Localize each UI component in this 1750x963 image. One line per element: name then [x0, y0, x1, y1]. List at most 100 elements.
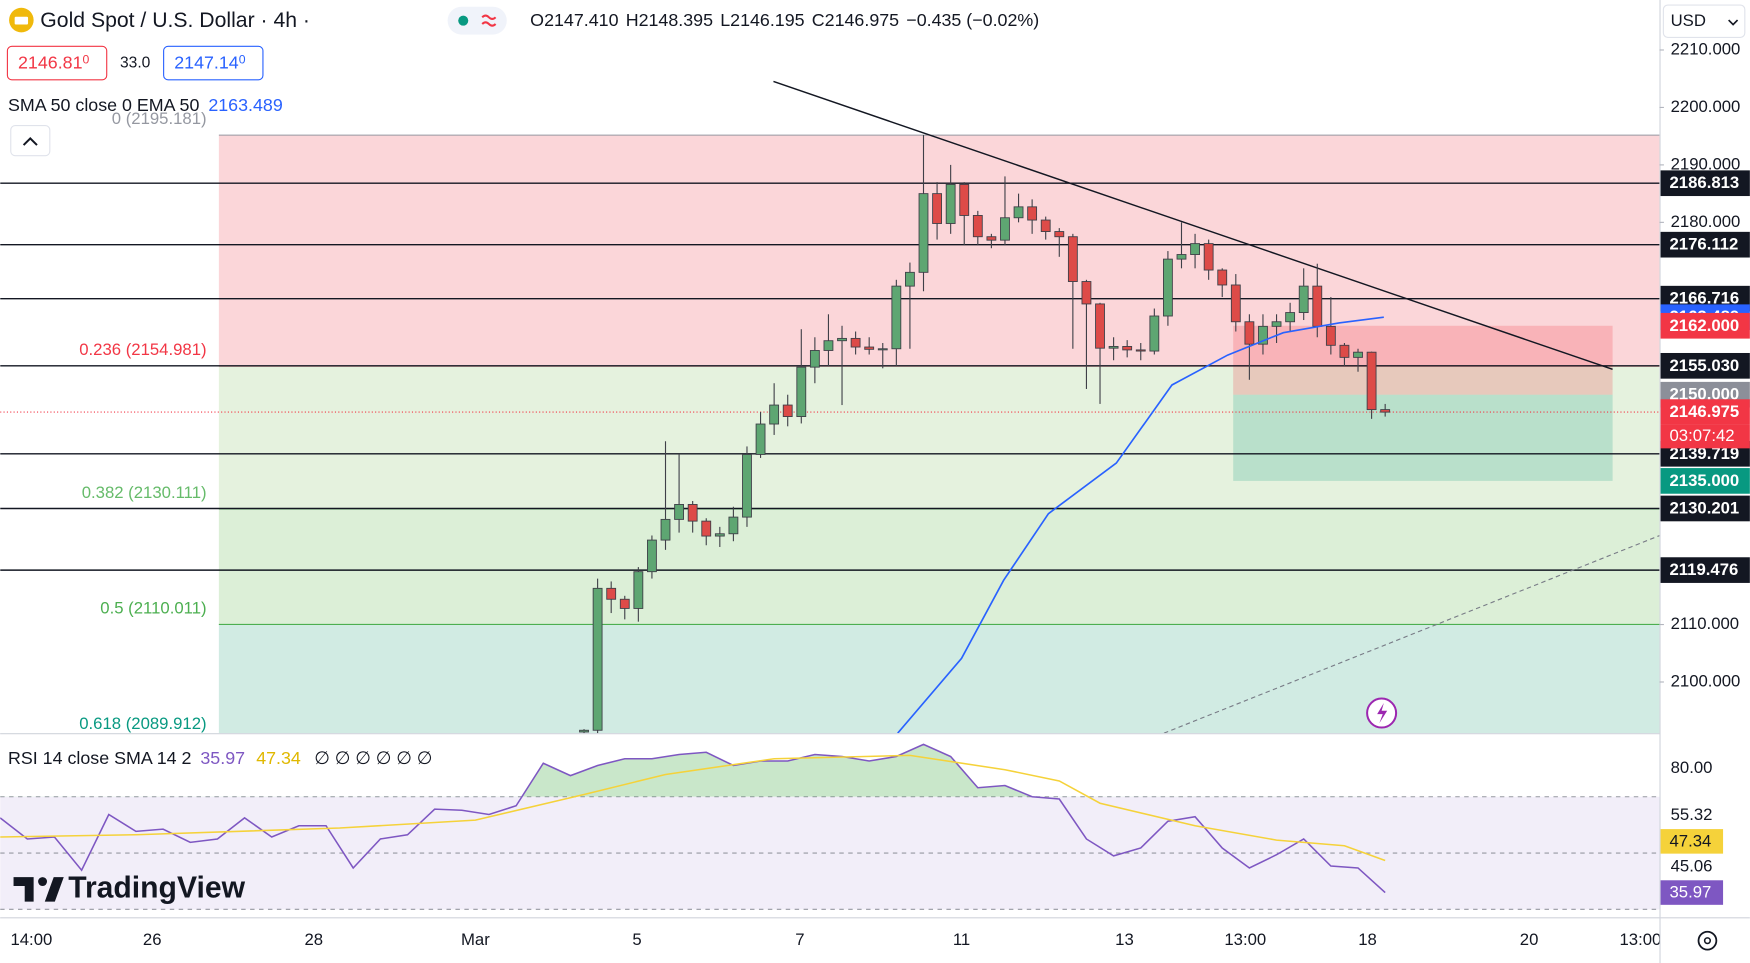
level-label-box — [1660, 170, 1750, 197]
logo-slash — [44, 877, 64, 902]
candle-body — [1135, 349, 1146, 352]
candle-body — [742, 454, 752, 518]
candle-body — [1122, 346, 1133, 351]
symbol-title[interactable]: Gold Spot / U.S. Dollar · 4h · — [40, 9, 310, 32]
candle-body — [633, 571, 644, 609]
alert-bolt — [1377, 703, 1388, 724]
ask-pip: 0 — [239, 52, 246, 66]
rsi-value-label: 47.34 — [1670, 831, 1712, 850]
level-label-box — [1660, 557, 1750, 583]
x-tick-label: 14:00 — [10, 930, 52, 949]
ohlc: O2147.410 H2148.395 L2146.195 C2146.975 … — [530, 10, 1039, 30]
x-tick-label: 13:00 — [1620, 930, 1662, 949]
candle-body — [1230, 284, 1241, 323]
rsi-value-label: 35.97 — [1670, 883, 1712, 902]
bid-main: 2146.81 — [18, 52, 83, 72]
time-axis: 14:00 26 28 Mar 5 7 11 13 13:00 18 20 13:00 — [10, 930, 1662, 949]
candle-body — [1380, 409, 1391, 413]
fib-zone — [218, 508, 1660, 625]
buy-button[interactable] — [163, 45, 264, 81]
rsi-value-box — [1660, 880, 1724, 905]
rsi-legend[interactable]: RSI 14 close SMA 14 2 35.97 47.34 ∅ ∅ ∅ ∅ ∅… — [8, 748, 432, 768]
y-tick-label: 2210.000 — [1671, 39, 1741, 58]
currency[interactable]: USD — [1671, 11, 1706, 30]
candle-body — [1013, 206, 1024, 219]
level-label-box — [1660, 352, 1750, 379]
trend-line — [773, 80, 1613, 371]
candle-body — [1040, 219, 1051, 232]
fib-zone — [218, 135, 1660, 367]
spread: 33.0 — [120, 55, 151, 72]
candle-body — [959, 183, 970, 216]
rsi-value: 35.97 — [200, 748, 245, 768]
x-tick-label: 28 — [305, 930, 324, 949]
x-tick-label: 13 — [1115, 930, 1134, 949]
ohlc-close: C2146.975 — [812, 10, 899, 30]
candle-body — [932, 193, 942, 224]
candle-body — [1271, 321, 1282, 327]
countdown: 03:07:42 — [1670, 426, 1735, 445]
rsi-sma-value: 47.34 — [256, 748, 301, 768]
candle-body — [1203, 243, 1214, 271]
rsi-title: RSI 14 close SMA 14 2 — [8, 748, 192, 768]
countdown-box — [1660, 424, 1750, 449]
candle-body — [1366, 351, 1377, 411]
candle-body — [782, 404, 793, 417]
position-label: 2150.000 — [1670, 385, 1740, 404]
y-tick-label: 2180.000 — [1671, 212, 1741, 231]
level-label: 2176.112 — [1670, 235, 1739, 254]
candle-body — [918, 193, 929, 273]
ohlc-change: −0.435 (−0.02%) — [906, 10, 1039, 30]
collapse-icon — [22, 136, 38, 146]
candle-body — [1353, 351, 1363, 358]
candle-body — [877, 348, 888, 351]
candle-body — [796, 366, 807, 417]
candle-body — [660, 518, 671, 541]
logo-text: TradingView — [68, 871, 245, 904]
candle-body — [592, 587, 603, 731]
sell-button[interactable] — [6, 45, 108, 81]
x-tick-label: 5 — [632, 930, 641, 949]
settings-icon-center — [1703, 937, 1712, 945]
position-label-box — [1660, 312, 1750, 339]
rsi-placeholders: ∅ ∅ ∅ ∅ ∅ ∅ — [314, 748, 432, 768]
ask-price[interactable]: 2147.140 — [174, 52, 246, 72]
position-stop-zone — [1233, 325, 1613, 395]
indicator-legend[interactable]: SMA 50 close 0 EMA 50 2163.489 — [8, 95, 283, 115]
price-axis: 2210.000 2200.000 2190.000 2180.000 2110.000… — [1659, 39, 1750, 905]
ema-value: 2163.489 — [208, 95, 283, 115]
candle-body — [1190, 243, 1200, 255]
market-status[interactable] — [447, 6, 507, 35]
candle-body — [579, 729, 589, 733]
level-label-box — [1660, 495, 1750, 522]
status-dot — [458, 15, 469, 26]
candle-body — [1081, 281, 1092, 305]
logo-dot — [38, 877, 48, 887]
candle-body — [905, 271, 915, 287]
settings-icon[interactable] — [1697, 930, 1718, 951]
candle-body — [1000, 217, 1010, 241]
candle-body — [837, 337, 847, 342]
candle-body — [606, 587, 617, 600]
candle-body — [972, 215, 983, 238]
bid-price[interactable]: 2146.810 — [18, 52, 90, 72]
candle-body — [755, 423, 766, 455]
currency-select[interactable] — [1662, 4, 1746, 38]
candle-body — [714, 533, 725, 537]
candle-body — [986, 236, 997, 241]
level-label-box — [1660, 231, 1750, 258]
fib-label: 0 (2195.181) — [112, 109, 207, 128]
ask-main: 2147.14 — [174, 52, 239, 72]
candle-body — [1108, 346, 1119, 349]
candle-body — [1325, 325, 1336, 346]
price-pane: 0 (2195.181) 0.236 (2154.981) 0.382 (2130.… — [0, 80, 1660, 734]
candle-body — [823, 340, 834, 351]
candle-body — [1217, 269, 1228, 286]
trend-line-dashed — [1163, 535, 1660, 734]
collapse-button[interactable] — [10, 124, 51, 157]
ema-line — [897, 316, 1384, 734]
position-label: 2162.000 — [1670, 316, 1740, 335]
status-wave — [481, 14, 497, 27]
level-label: 2139.719 — [1670, 444, 1740, 463]
